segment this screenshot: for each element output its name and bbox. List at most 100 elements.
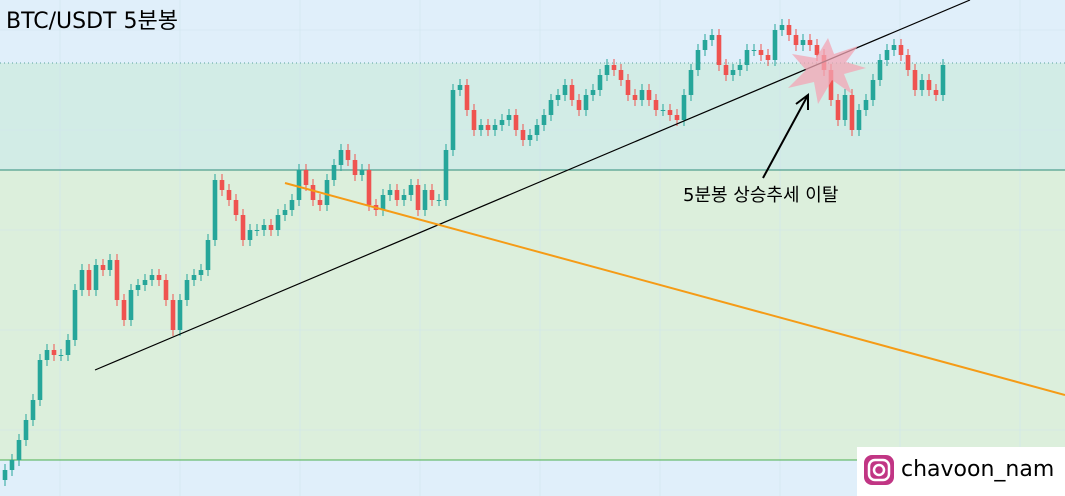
candle-body — [688, 70, 694, 95]
candle-body — [534, 125, 540, 135]
candle-body — [793, 35, 799, 45]
candle-body — [366, 170, 372, 205]
candle-body — [121, 300, 127, 320]
candle-body — [681, 95, 687, 120]
candle-body — [702, 40, 708, 50]
candle-body — [744, 50, 750, 65]
candle-body — [863, 100, 869, 110]
candle-body — [128, 290, 134, 320]
candle-body — [86, 270, 92, 290]
candle-body — [205, 240, 211, 270]
candle-body — [807, 40, 813, 45]
candle-body — [198, 270, 204, 275]
candle-body — [520, 130, 526, 140]
candle-body — [212, 180, 218, 240]
candle-body — [471, 110, 477, 130]
candle-body — [177, 300, 183, 330]
candle-body — [513, 115, 519, 130]
instagram-icon-frame — [867, 458, 891, 482]
candle-body — [303, 170, 309, 185]
candle-body — [898, 45, 904, 55]
candle-body — [884, 50, 890, 60]
candle-body — [359, 170, 365, 175]
candle-body — [261, 225, 267, 230]
candle-body — [618, 70, 624, 80]
candle-body — [408, 185, 414, 195]
candle-body — [394, 190, 400, 200]
candle-body — [772, 30, 778, 60]
candle-body — [338, 150, 344, 165]
candle-body — [870, 80, 876, 100]
candle-body — [492, 125, 498, 130]
candle-body — [79, 270, 85, 290]
trend-line — [284, 182, 1065, 396]
candle-body — [842, 95, 848, 120]
candle-body — [709, 35, 715, 40]
candle-body — [254, 230, 260, 231]
candle-body — [352, 160, 358, 175]
zone — [0, 170, 1065, 496]
candle-body — [800, 40, 806, 45]
candle-body — [9, 460, 15, 470]
candle-body — [926, 80, 932, 90]
candle-body — [604, 65, 610, 75]
candle-body — [156, 275, 162, 280]
candle-body — [569, 85, 575, 100]
candle-body — [44, 350, 50, 360]
candle-body — [275, 215, 281, 230]
candle-body — [639, 90, 645, 100]
candle-body — [849, 95, 855, 130]
candle-body — [30, 400, 36, 420]
candle-body — [625, 80, 631, 95]
candle-body — [191, 275, 197, 280]
candle-body — [737, 65, 743, 70]
candle-body — [142, 280, 148, 285]
candle-body — [765, 55, 771, 60]
candle-body — [562, 85, 568, 95]
candle-body — [751, 50, 757, 51]
candle-body — [912, 70, 918, 90]
candle-body — [674, 115, 680, 120]
candle-body — [919, 80, 925, 90]
candle-body — [576, 100, 582, 110]
candle-body — [219, 180, 225, 190]
candle-body — [436, 200, 442, 201]
candle-body — [583, 95, 589, 110]
candle-body — [163, 280, 169, 300]
candle-body — [387, 190, 393, 195]
candle-body — [856, 110, 862, 130]
candle-body — [65, 340, 71, 355]
candle-body — [149, 275, 155, 280]
candle-body — [289, 200, 295, 210]
candle-body — [485, 125, 491, 130]
candle-body — [233, 200, 239, 215]
candle-body — [933, 90, 939, 95]
candle-body — [107, 260, 113, 270]
candle-body — [695, 50, 701, 70]
candle-body — [268, 225, 274, 230]
candle-body — [282, 210, 288, 215]
candle-body — [555, 95, 561, 100]
candle-body — [317, 200, 323, 205]
candle-body — [478, 125, 484, 130]
candle-body — [114, 260, 120, 300]
candle-body — [226, 190, 232, 200]
candle-body — [499, 120, 505, 125]
candle-body — [779, 25, 785, 30]
candle-body — [401, 195, 407, 200]
candle-body — [184, 280, 190, 300]
burst — [788, 38, 866, 104]
candle-body — [324, 180, 330, 205]
candle-body — [2, 470, 8, 480]
candle-body — [345, 150, 351, 160]
candle-body — [135, 285, 141, 290]
candle-body — [58, 355, 64, 356]
candle-body — [548, 100, 554, 115]
candle-body — [93, 265, 99, 290]
candle-body — [632, 95, 638, 100]
candle-body — [464, 85, 470, 110]
candle-body — [611, 65, 617, 70]
candle-body — [100, 265, 106, 270]
